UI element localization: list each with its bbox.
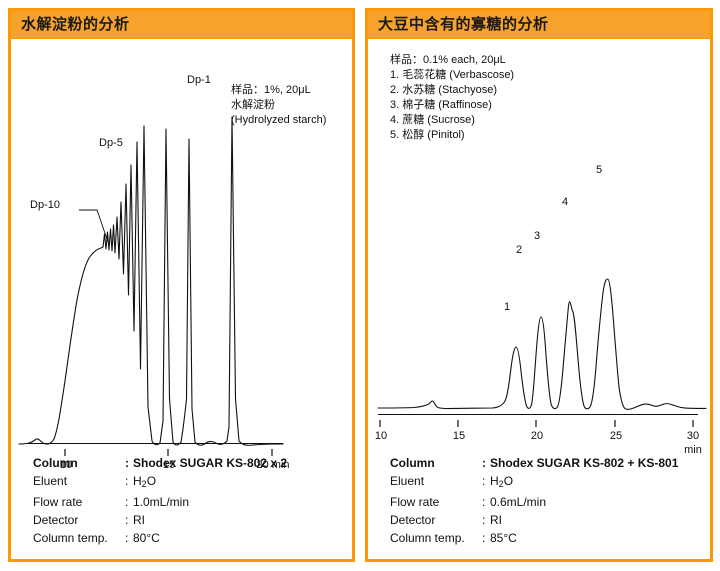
conditions-row: Column temp. : 80°C (33, 531, 287, 549)
conditions-key: Flow rate (33, 495, 83, 509)
sample-note-line: 3. 棉子糖 (Raffinose) (390, 99, 492, 111)
conditions-separator: : (482, 513, 486, 527)
axis-left-svg (28, 443, 283, 456)
trace-path-left (18, 116, 284, 446)
axis-tick-label-25: 25 (609, 430, 623, 442)
peak-label-2: 2 (516, 244, 523, 256)
conditions-row: Eluent : H2O (390, 474, 678, 495)
conditions-value: 0.6mL/min (490, 495, 547, 509)
peak-label-3: 3 (534, 230, 541, 242)
conditions-value: 85°C (490, 531, 517, 545)
conditions-row: Flow rate : 0.6mL/min (390, 495, 678, 513)
conditions-value: RI (133, 513, 145, 527)
sample-note-line: 2. 水苏糖 (Stachyose) (390, 84, 497, 96)
conditions-value: RI (490, 513, 502, 527)
chromatogram-left-svg (18, 116, 284, 446)
conditions-separator: : (482, 474, 486, 488)
sample-note-line: 4. 蔗糖 (Sucrose) (390, 114, 475, 126)
leader-line-dp10 (79, 209, 109, 243)
conditions-key: Eluent (390, 474, 425, 488)
conditions-key: Column (33, 456, 78, 470)
sample-note-line: 样品：0.1% each, 20μL (390, 54, 506, 66)
conditions-key: Eluent (33, 474, 68, 488)
conditions-row: Detector : RI (390, 513, 678, 531)
conditions-row: Eluent : H2O (33, 474, 287, 495)
conditions-row: Column : Shodex SUGAR KS-802 + KS-801 (390, 456, 678, 474)
chromatogram-right-svg (377, 278, 707, 410)
trace-path-right (377, 278, 707, 410)
chromatogram-right (368, 159, 708, 419)
conditions-left: Column : Shodex SUGAR KS-802 x 2 Eluent … (33, 456, 287, 549)
conditions-value: H2O (133, 474, 157, 489)
conditions-key: Detector (33, 513, 79, 527)
panel-hydrolyzed-starch: 水解淀粉的分析 样品：1%, 20μL 水解淀粉 (Hydrolyzed sta… (8, 8, 355, 562)
axis-tick-label-20: 20 min (256, 459, 290, 471)
panel-title-left: 水解淀粉的分析 (21, 16, 130, 33)
conditions-row: Column temp. : 85°C (390, 531, 678, 549)
conditions-separator: : (125, 531, 129, 545)
axis-tick-label-10: 10 (374, 430, 388, 442)
conditions-value: Shodex SUGAR KS-802 + KS-801 (490, 456, 679, 470)
sample-note-line: 1. 毛蕊花糖 (Verbascose) (390, 69, 515, 81)
peak-label-dp5: Dp-5 (99, 137, 123, 149)
conditions-value: H2O (490, 474, 514, 489)
peak-label-dp10: Dp-10 (30, 199, 60, 211)
conditions-table-left: Column : Shodex SUGAR KS-802 x 2 Eluent … (33, 456, 287, 549)
conditions-separator: : (125, 495, 129, 509)
conditions-separator: : (125, 513, 129, 527)
axis-tick-label-15: 15 (452, 430, 466, 442)
conditions-value: Shodex SUGAR KS-802 x 2 (133, 456, 288, 470)
peak-label-5: 5 (596, 164, 603, 176)
peak-label-4: 4 (562, 196, 569, 208)
sample-note-line: (Hydrolyzed starch) (231, 114, 327, 126)
axis-tick-label-15: 15 (162, 459, 176, 471)
panel-soybean-oligosaccharides: 大豆中含有的寡糖的分析 样品：0.1% each, 20μL 1. 毛蕊花糖 (… (365, 8, 713, 562)
panel-body-right: 样品：0.1% each, 20μL 1. 毛蕊花糖 (Verbascose) … (368, 39, 710, 563)
conditions-row: Detector : RI (33, 513, 287, 531)
conditions-key: Flow rate (390, 495, 440, 509)
peak-label-dp1: Dp-1 (187, 74, 211, 86)
axis-right (368, 414, 708, 428)
axis-tick-label-20: 20 (530, 430, 544, 442)
sample-note-line: 样品：1%, 20μL (231, 84, 311, 96)
panel-body-left: 样品：1%, 20μL 水解淀粉 (Hydrolyzed starch) Dp-… (11, 39, 352, 563)
conditions-row: Column : Shodex SUGAR KS-802 x 2 (33, 456, 287, 474)
conditions-table-right: Column : Shodex SUGAR KS-802 + KS-801 El… (390, 456, 678, 549)
sample-note-line: 5. 松醇 (Pinitol) (390, 129, 465, 141)
sample-note-line: 水解淀粉 (231, 99, 275, 111)
conditions-right: Column : Shodex SUGAR KS-802 + KS-801 El… (390, 456, 678, 549)
axis-tick-label-30: 30 (686, 430, 700, 442)
chromatogram-left (11, 69, 351, 459)
panel-header-left: 水解淀粉的分析 (11, 11, 352, 39)
conditions-key: Column (390, 456, 435, 470)
sample-note-left: 样品：1%, 20μL 水解淀粉 (Hydrolyzed starch) (231, 83, 326, 128)
axis-right-svg (378, 414, 698, 427)
conditions-value: 80°C (133, 531, 160, 545)
conditions-separator: : (125, 456, 129, 470)
conditions-separator: : (482, 531, 486, 545)
peak-label-1: 1 (504, 301, 511, 313)
conditions-separator: : (482, 456, 486, 470)
conditions-separator: : (482, 495, 486, 509)
axis-left (11, 443, 351, 457)
panel-title-right: 大豆中含有的寡糖的分析 (378, 16, 549, 33)
conditions-separator: : (125, 474, 129, 488)
conditions-key: Detector (390, 513, 436, 527)
sample-note-right: 样品：0.1% each, 20μL 1. 毛蕊花糖 (Verbascose) … (390, 53, 514, 143)
conditions-value: 1.0mL/min (133, 495, 190, 509)
panel-header-right: 大豆中含有的寡糖的分析 (368, 11, 710, 39)
axis-tick-label-10: 10 (59, 459, 73, 471)
axis-unit-label: min (684, 444, 702, 456)
conditions-row: Flow rate : 1.0mL/min (33, 495, 287, 513)
conditions-key: Column temp. (33, 531, 108, 545)
conditions-key: Column temp. (390, 531, 465, 545)
